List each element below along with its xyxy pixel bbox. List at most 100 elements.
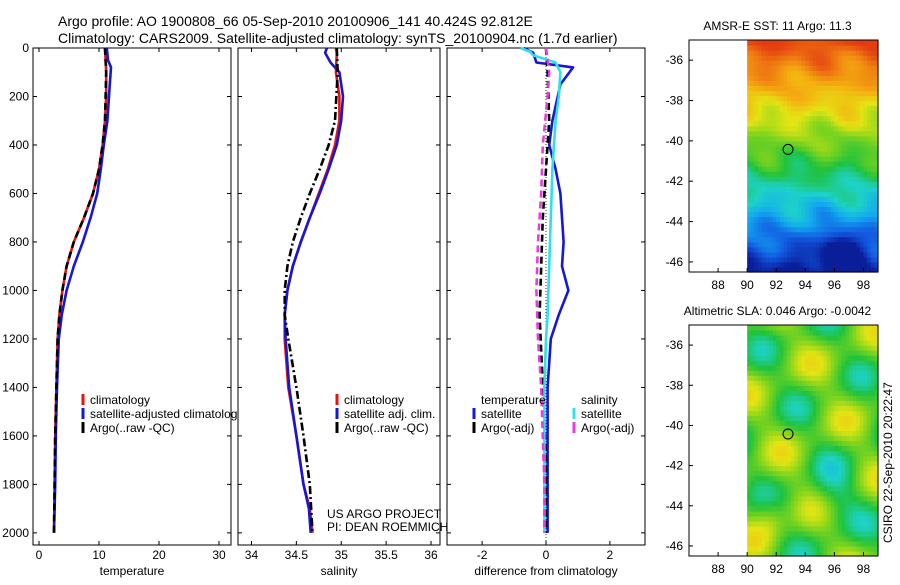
map-cell: [765, 196, 770, 202]
map-cell: [754, 120, 759, 127]
map-cell: [783, 395, 788, 401]
map-cell: [830, 181, 835, 187]
map-cell: [783, 350, 788, 356]
map-cell: [801, 365, 806, 371]
map-cell: [841, 85, 846, 92]
map-cell: [870, 550, 875, 557]
map-cell: [856, 95, 861, 102]
map-cell: [798, 65, 803, 71]
map-cell: [768, 166, 774, 172]
map-cell: [863, 135, 868, 142]
map-cell: [841, 355, 846, 361]
map-cell: [768, 400, 774, 406]
map-cell: [852, 110, 857, 117]
map-cell: [823, 140, 828, 147]
map-cell: [765, 145, 770, 152]
map-cell: [859, 120, 865, 127]
map-cell: [830, 500, 835, 507]
map-cell: [790, 115, 795, 122]
map-cell: [867, 80, 872, 86]
map-cell: [772, 85, 777, 92]
map-cell: [816, 535, 821, 542]
map-cell: [798, 380, 803, 386]
map-cell: [750, 460, 756, 467]
map-cell: [758, 395, 763, 401]
map-cell: [758, 150, 763, 157]
map-cell: [845, 90, 850, 97]
map-cell: [794, 425, 799, 432]
map-cell: [819, 515, 825, 522]
map-cell: [819, 540, 825, 547]
map-cell: [867, 206, 872, 213]
map-cell: [747, 196, 752, 202]
map-cell: [765, 251, 770, 258]
map-cell: [859, 55, 865, 61]
map-cell: [783, 256, 788, 263]
map-cell: [808, 535, 814, 542]
map-cell: [830, 100, 835, 107]
map-cell: [830, 355, 835, 361]
map-cell: [841, 191, 846, 197]
map-cell: [790, 440, 795, 447]
map-cell: [754, 201, 759, 208]
map-cell: [765, 360, 770, 366]
map-cell: [830, 435, 835, 442]
map-cell: [765, 530, 770, 537]
map-cell: [768, 70, 774, 76]
map-cell: [816, 360, 821, 366]
map-cell: [859, 95, 865, 102]
map-cell: [830, 535, 835, 542]
map-cell: [794, 495, 799, 502]
map-cell: [856, 221, 861, 228]
map-cell: [867, 325, 872, 331]
map-cell: [852, 400, 857, 406]
map-cell: [754, 150, 759, 157]
map-cell: [761, 75, 766, 81]
map-cell: [848, 360, 854, 366]
map-frame: [688, 324, 879, 557]
map-cell: [812, 480, 817, 487]
map-cell: [859, 500, 865, 507]
map-cell: [867, 425, 872, 432]
map-cell: [867, 380, 872, 386]
map-cell: [852, 550, 857, 557]
map-cell: [790, 156, 795, 162]
map-cell: [783, 325, 788, 331]
map-cell: [827, 176, 832, 182]
map-cell: [852, 85, 857, 92]
map-cell: [827, 206, 832, 213]
map-cell: [845, 535, 850, 542]
map-cell: [772, 515, 777, 522]
map-cell: [852, 545, 857, 552]
map-cell: [798, 75, 803, 81]
map-cell: [805, 405, 810, 411]
map-cell: [856, 90, 861, 97]
map-cell: [819, 60, 825, 66]
map-cell: [819, 256, 825, 263]
map-cell: [776, 500, 781, 507]
map-cell: [830, 85, 835, 92]
map-cell: [798, 70, 803, 76]
map-cell: [783, 505, 788, 512]
map-cell: [867, 550, 872, 557]
map-cell: [852, 535, 857, 542]
map-cell: [874, 251, 879, 258]
map-cell: [794, 115, 799, 122]
map-cell: [848, 500, 854, 507]
map-cell: [754, 145, 759, 152]
map-cell: [838, 340, 843, 346]
map-cell: [750, 45, 756, 51]
map-cell: [834, 365, 839, 371]
map-cell: [765, 375, 770, 381]
map-cell: [758, 480, 763, 487]
map-cell: [761, 95, 766, 102]
map-cell: [772, 231, 777, 238]
map-cell: [812, 135, 817, 142]
map-cell: [834, 325, 839, 331]
map-cell: [776, 530, 781, 537]
map-cell: [801, 161, 806, 167]
map-cell: [852, 335, 857, 341]
map-cell: [823, 445, 828, 452]
map-cell: [801, 350, 806, 356]
map-cell: [761, 335, 766, 341]
